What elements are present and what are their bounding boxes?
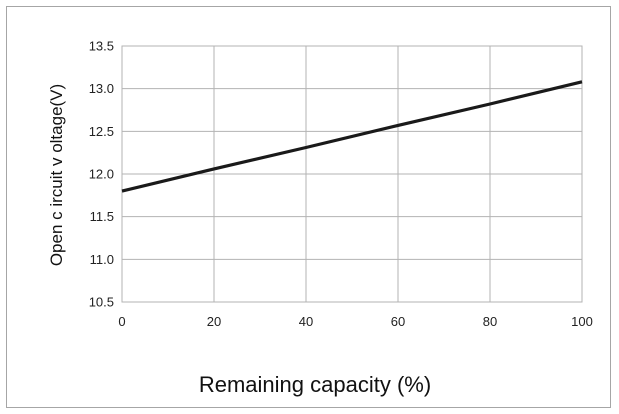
- y-tick-label: 11.0: [90, 252, 114, 267]
- x-tick-label: 0: [118, 314, 125, 329]
- plot-border: [121, 45, 583, 303]
- chart-frame: [6, 6, 611, 408]
- x-tick-label: 40: [299, 314, 313, 329]
- series-line: [121, 80, 583, 193]
- y-tick-label: 12.0: [89, 167, 114, 182]
- y-tick-label: 12.5: [89, 124, 114, 139]
- y-tick-label: 13.0: [89, 81, 114, 96]
- y-axis-label: Open c ircuit v oltage(V): [47, 84, 66, 266]
- grid: [121, 45, 583, 303]
- y-tick-labels: 13.5 13.0 12.5 12.0 11.5 11.0 10.5: [89, 39, 114, 310]
- x-tick-label: 80: [483, 314, 497, 329]
- x-tick-labels: 0 20 40 60 80 100: [118, 314, 592, 329]
- x-tick-label: 60: [391, 314, 405, 329]
- series-layer: [121, 80, 583, 193]
- x-tick-label: 100: [571, 314, 593, 329]
- x-axis-label: Remaining capacity (%): [199, 372, 431, 397]
- y-tick-label: 10.5: [89, 295, 114, 310]
- x-tick-label: 20: [207, 314, 221, 329]
- y-tick-label: 13.5: [89, 39, 114, 54]
- y-tick-label: 11.5: [90, 209, 114, 224]
